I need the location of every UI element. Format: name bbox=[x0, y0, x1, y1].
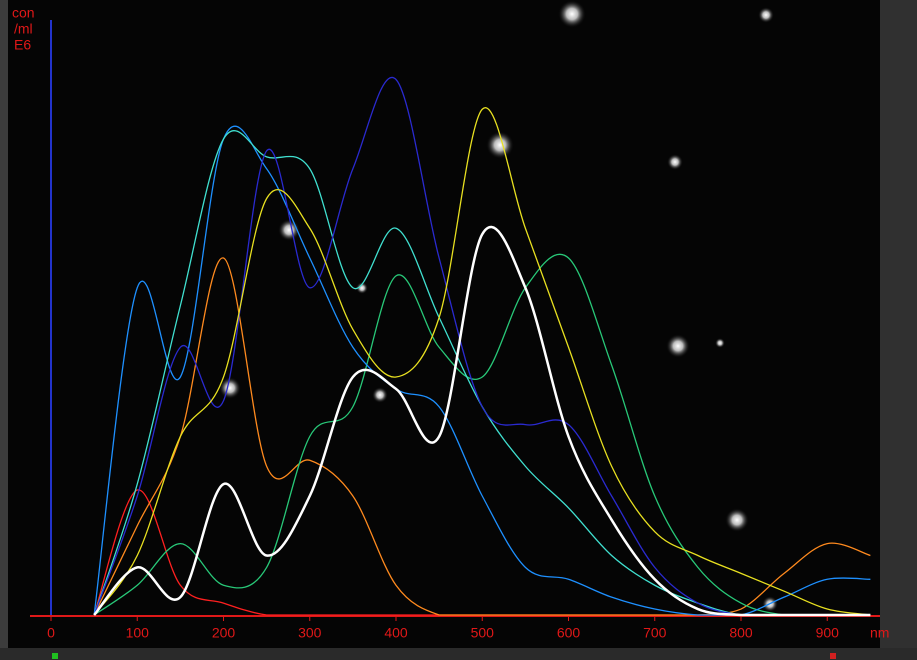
x-tick-label: 100 bbox=[126, 625, 150, 641]
x-tick-label: 0 bbox=[47, 625, 55, 641]
size-distribution-curve bbox=[93, 76, 871, 616]
side-strip bbox=[880, 0, 917, 648]
x-tick-label: 800 bbox=[729, 625, 753, 641]
y-axis-label: E6 bbox=[14, 37, 31, 53]
x-axis-label: nm bbox=[870, 625, 889, 641]
size-distribution-curve bbox=[93, 130, 871, 616]
size-distribution-curve bbox=[93, 107, 871, 616]
progress-start[interactable] bbox=[52, 653, 58, 659]
progress-bar[interactable] bbox=[0, 648, 917, 660]
size-distribution-curve bbox=[93, 125, 871, 616]
progress-end[interactable] bbox=[830, 653, 836, 659]
size-distribution-curve bbox=[93, 225, 871, 617]
x-tick-label: 900 bbox=[816, 625, 840, 641]
x-tick-label: 400 bbox=[384, 625, 408, 641]
size-distribution-curve bbox=[93, 253, 871, 616]
video-background bbox=[8, 0, 880, 648]
x-tick-label: 300 bbox=[298, 625, 322, 641]
x-tick-label: 500 bbox=[471, 625, 495, 641]
y-axis-label: con bbox=[12, 5, 35, 21]
x-tick-label: 700 bbox=[643, 625, 667, 641]
x-tick-label: 600 bbox=[557, 625, 581, 641]
x-tick-label: 200 bbox=[212, 625, 236, 641]
y-axis-label: /ml bbox=[14, 21, 33, 37]
